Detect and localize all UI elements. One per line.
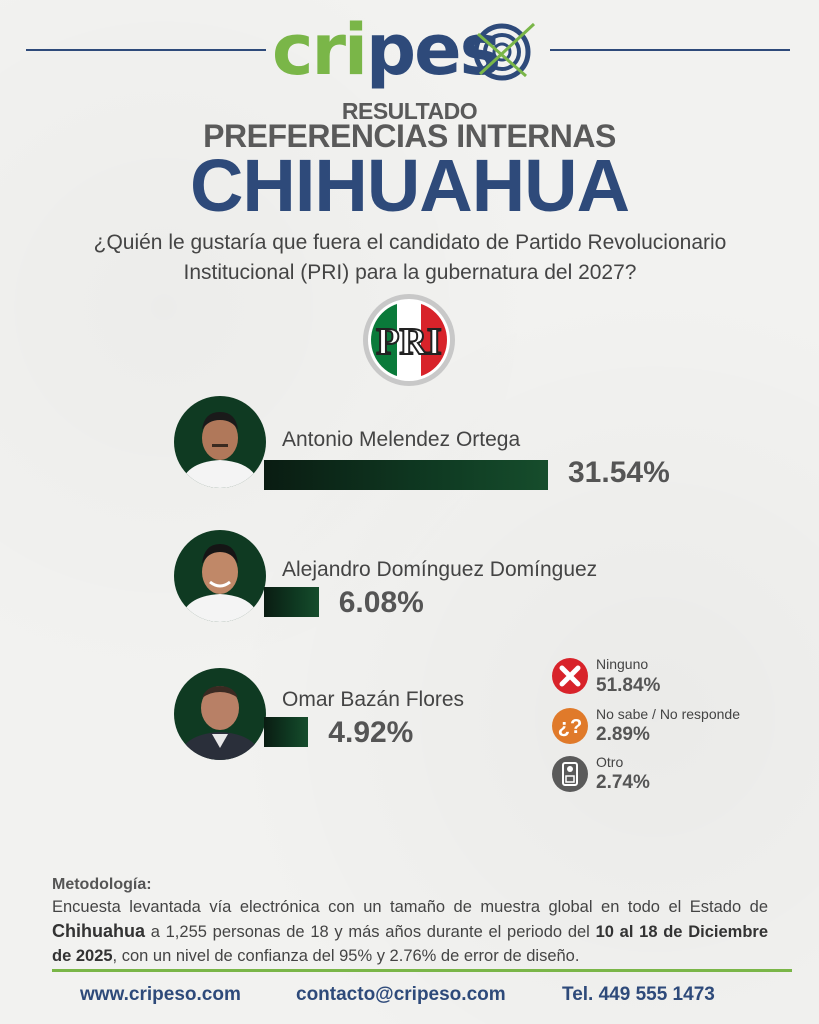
- cripeso-logo: cripes: [272, 10, 544, 90]
- question-icon: ¿?: [552, 708, 588, 744]
- title-resultado: RESULTADO: [341, 98, 478, 124]
- avatar-candidate-1: [174, 396, 266, 488]
- methodology-title: Metodología:: [52, 876, 152, 893]
- other-value: 51.84%: [596, 675, 661, 696]
- bar-candidate-2: [264, 587, 319, 617]
- svg-text:PRI: PRI: [376, 321, 441, 363]
- footer-divider: [52, 969, 792, 972]
- footer-phone[interactable]: Tel. 449 555 1473: [562, 984, 715, 1005]
- pri-logo: PRI: [363, 294, 455, 386]
- x-mark-icon: [552, 658, 588, 694]
- target-icon: [473, 22, 536, 81]
- other-label: Otro: [596, 754, 624, 770]
- survey-question: ¿Quién le gustaría que fuera el candidat…: [93, 231, 727, 284]
- avatar-candidate-3: [174, 668, 266, 760]
- person-icon: [174, 396, 266, 488]
- methodology-text: Encuesta levantada vía electrónica con u…: [52, 898, 768, 965]
- ballot-icon: [552, 756, 588, 792]
- other-value: 2.74%: [596, 772, 650, 793]
- chart-title: CHIHUAHUA: [189, 144, 630, 227]
- candidate-label: Alejandro Domínguez Domínguez: [282, 558, 598, 581]
- other-label: No sabe / No responde: [596, 706, 740, 722]
- header-line-right: [550, 49, 790, 51]
- svg-text:¿?: ¿?: [558, 716, 582, 738]
- avatar-candidate-2: [174, 530, 266, 622]
- candidate-label: Antonio Melendez Ortega: [282, 428, 521, 451]
- other-label: Ninguno: [596, 656, 649, 672]
- data-label: 4.92%: [328, 716, 414, 749]
- data-label: 6.08%: [338, 586, 424, 619]
- bar-candidate-3: [264, 717, 309, 747]
- person-icon: [174, 530, 266, 622]
- candidate-label: Omar Bazán Flores: [282, 688, 465, 711]
- data-label: 31.54%: [568, 456, 670, 489]
- header-line-left: [26, 49, 266, 51]
- person-icon: [174, 668, 266, 760]
- bar-candidate-1: [264, 460, 548, 490]
- footer-website[interactable]: www.cripeso.com: [80, 984, 241, 1005]
- footer-email[interactable]: contacto@cripeso.com: [296, 984, 506, 1005]
- title-preferencias: PREFERENCIAS INTERNAS: [203, 118, 616, 154]
- other-value: 2.89%: [596, 724, 650, 745]
